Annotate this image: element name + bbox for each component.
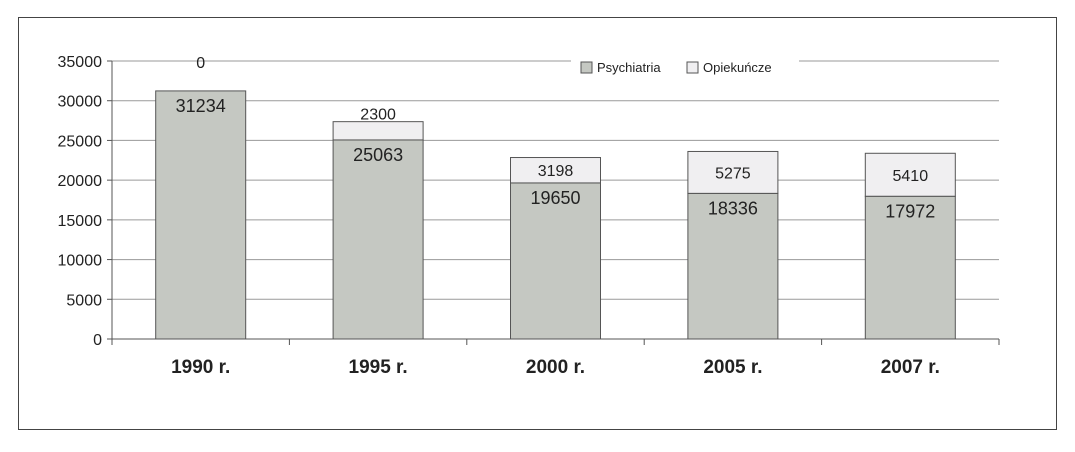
data-label-psychiatria-1990-r: 31234 bbox=[176, 96, 226, 116]
x-category-label-2000-r: 2000 r. bbox=[526, 357, 585, 378]
bar-psychiatria-1995-r bbox=[332, 139, 424, 340]
data-label-opieku-cze-1990-r: 0 bbox=[196, 55, 205, 72]
y-tick-label-10000: 10000 bbox=[58, 253, 103, 270]
y-tick-labels: 0 5000 10000 15000 20000 25000 30000 35000 bbox=[58, 54, 103, 349]
bar-psychiatria-2007-r bbox=[864, 195, 956, 340]
data-label-psychiatria-2007-r: 17972 bbox=[885, 201, 935, 221]
x-category-labels: 1990 r. 1995 r. 2000 r. 2005 r. 2007 r. bbox=[171, 357, 940, 378]
stacked-bar-chart: 0 5000 10000 15000 20000 25000 30000 35000 1990… bbox=[58, 54, 1000, 378]
bar-opieku-cze-2000-r bbox=[510, 157, 601, 184]
bar-opieku-cze-2007-r bbox=[864, 152, 956, 197]
legend-label-opiekuncze: Opiekuńcze bbox=[703, 60, 772, 75]
data-label-opieku-cze-2007-r: 5410 bbox=[893, 168, 929, 185]
x-category-label-2007-r: 2007 r. bbox=[881, 357, 940, 378]
data-label-psychiatria-2000-r: 19650 bbox=[530, 188, 580, 208]
y-tick-label-25000: 25000 bbox=[58, 133, 103, 150]
legend-swatch-psychiatria bbox=[580, 61, 593, 74]
x-category-label-1995-r: 1995 r. bbox=[349, 357, 408, 378]
legend-swatch-opiekuncze bbox=[686, 61, 699, 74]
data-labels: 31234 0 25063 2300 19650 3198 18336 5275 17972 54… bbox=[176, 55, 936, 221]
y-tick-label-20000: 20000 bbox=[58, 173, 103, 190]
y-tick-label-15000: 15000 bbox=[58, 213, 103, 230]
bar-psychiatria-1990-r bbox=[155, 90, 247, 340]
data-label-psychiatria-1995-r: 25063 bbox=[353, 145, 403, 165]
legend-background bbox=[571, 54, 799, 76]
data-label-opieku-cze-2000-r: 3198 bbox=[538, 163, 574, 180]
y-tick-label-5000: 5000 bbox=[66, 292, 102, 309]
axes bbox=[107, 60, 1000, 345]
chart-frame: 0 5000 10000 15000 20000 25000 30000 35000 1990… bbox=[18, 17, 1057, 430]
bar-opieku-cze-2005-r bbox=[687, 150, 779, 194]
x-category-label-1990-r: 1990 r. bbox=[171, 357, 230, 378]
data-label-psychiatria-2005-r: 18336 bbox=[708, 198, 758, 218]
x-category-label-2005-r: 2005 r. bbox=[703, 357, 762, 378]
legend: Psychiatria Opiekuńcze bbox=[571, 54, 799, 76]
bars bbox=[155, 90, 956, 340]
y-tick-label-0: 0 bbox=[93, 332, 102, 349]
y-tick-label-30000: 30000 bbox=[58, 94, 103, 111]
legend-label-psychiatria: Psychiatria bbox=[597, 60, 661, 75]
data-label-opieku-cze-1995-r: 2300 bbox=[360, 107, 396, 124]
y-tick-label-35000: 35000 bbox=[58, 54, 103, 71]
bar-opieku-cze-1995-r bbox=[332, 121, 424, 141]
bar-psychiatria-2005-r bbox=[687, 192, 779, 340]
data-label-opieku-cze-2005-r: 5275 bbox=[715, 165, 751, 182]
